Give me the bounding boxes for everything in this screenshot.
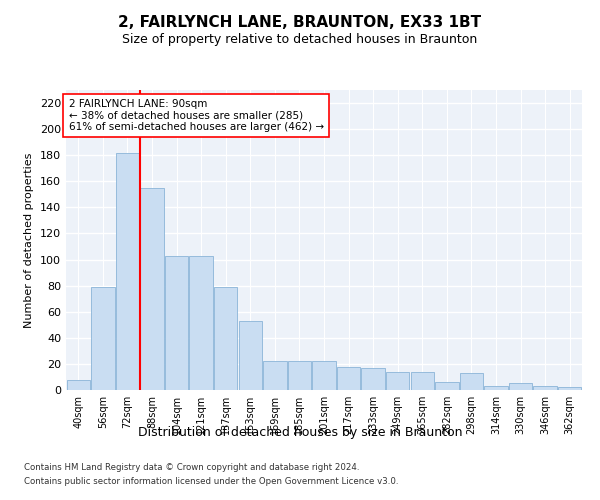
Bar xyxy=(67,380,90,390)
Bar xyxy=(533,386,557,390)
Bar xyxy=(337,366,360,390)
Text: Contains public sector information licensed under the Open Government Licence v3: Contains public sector information licen… xyxy=(24,477,398,486)
Bar xyxy=(190,256,213,390)
Text: Distribution of detached houses by size in Braunton: Distribution of detached houses by size … xyxy=(138,426,462,439)
Bar xyxy=(214,287,238,390)
Text: Contains HM Land Registry data © Crown copyright and database right 2024.: Contains HM Land Registry data © Crown c… xyxy=(24,464,359,472)
Bar xyxy=(140,188,164,390)
Bar xyxy=(558,388,581,390)
Text: 2, FAIRLYNCH LANE, BRAUNTON, EX33 1BT: 2, FAIRLYNCH LANE, BRAUNTON, EX33 1BT xyxy=(118,15,482,30)
Bar xyxy=(116,152,139,390)
Bar xyxy=(484,386,508,390)
Bar xyxy=(361,368,385,390)
Bar xyxy=(313,362,335,390)
Bar xyxy=(288,362,311,390)
Bar xyxy=(386,372,409,390)
Bar xyxy=(460,373,483,390)
Bar xyxy=(435,382,458,390)
Bar xyxy=(509,384,532,390)
Bar xyxy=(263,362,287,390)
Bar xyxy=(91,287,115,390)
Text: 2 FAIRLYNCH LANE: 90sqm
← 38% of detached houses are smaller (285)
61% of semi-d: 2 FAIRLYNCH LANE: 90sqm ← 38% of detache… xyxy=(68,99,324,132)
Text: Size of property relative to detached houses in Braunton: Size of property relative to detached ho… xyxy=(122,32,478,46)
Bar xyxy=(165,256,188,390)
Bar xyxy=(410,372,434,390)
Bar xyxy=(239,321,262,390)
Y-axis label: Number of detached properties: Number of detached properties xyxy=(25,152,34,328)
